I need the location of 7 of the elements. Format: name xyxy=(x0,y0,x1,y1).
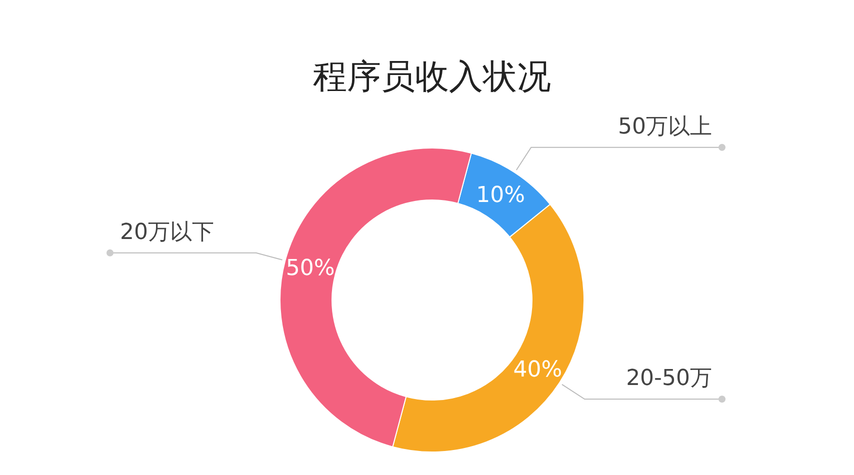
data-label: 50% xyxy=(286,256,335,282)
slice-label: 50万以上 xyxy=(618,114,712,140)
chart-title: 程序员收入状况 xyxy=(313,57,551,97)
slice-label: 20-50万 xyxy=(626,366,712,392)
data-label: 10% xyxy=(476,183,526,208)
data-label: 40% xyxy=(513,357,562,382)
slice-label: 20万以下 xyxy=(120,220,214,245)
